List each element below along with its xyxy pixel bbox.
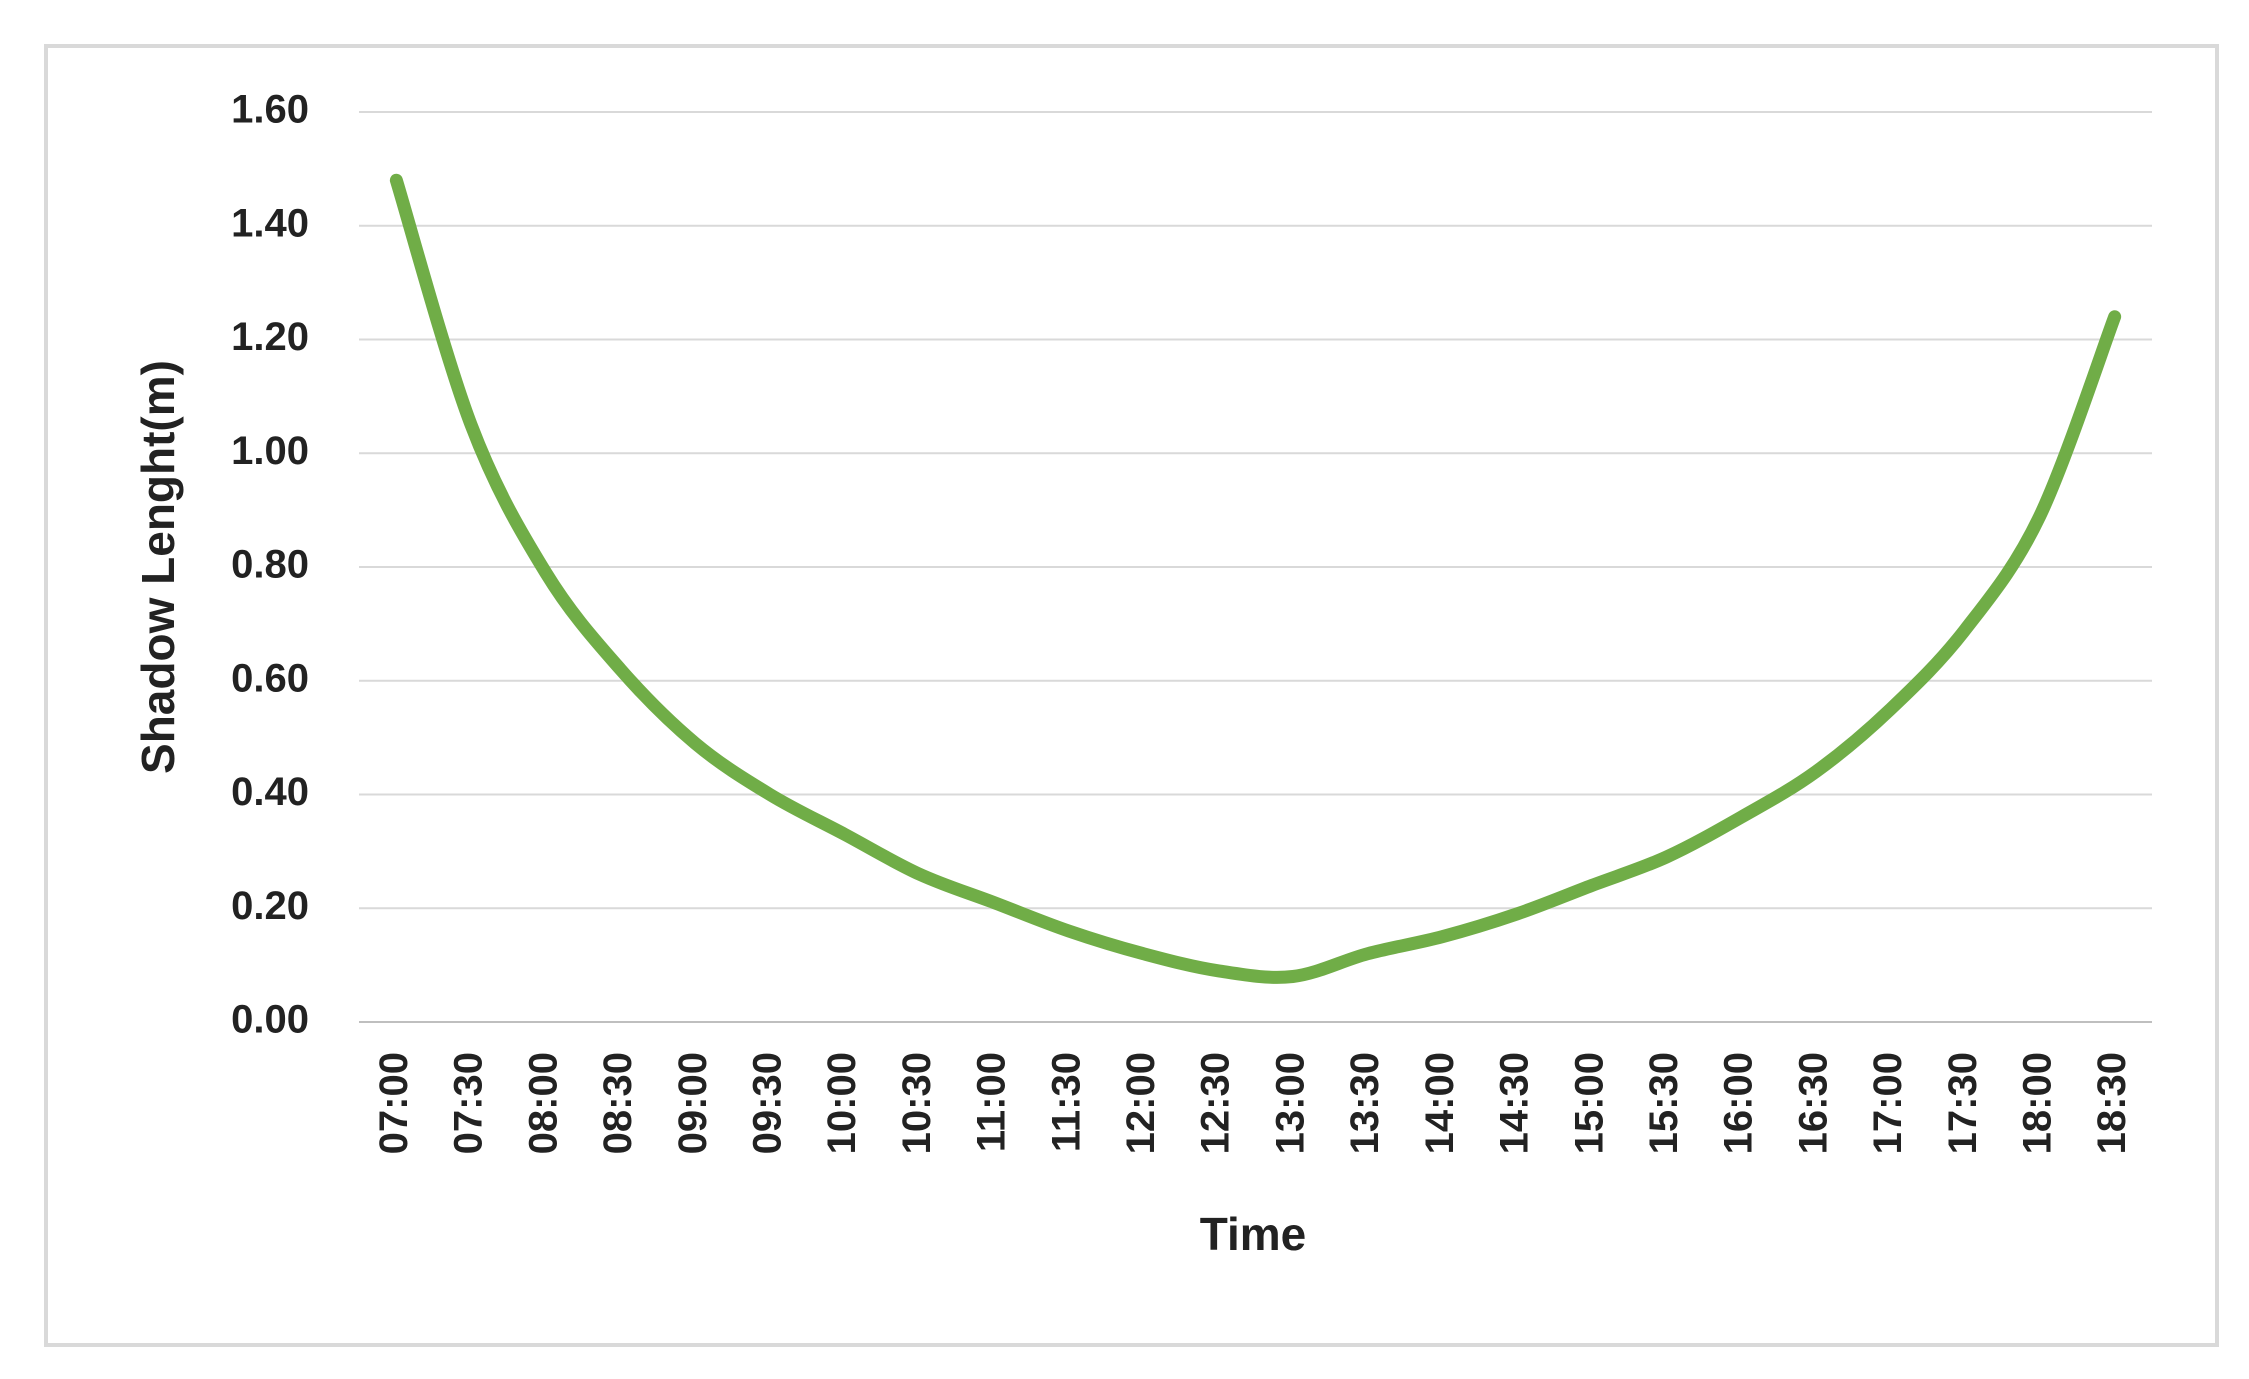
x-tick-label: 08:00 [521,1052,565,1154]
y-tick-label: 1.40 [231,201,309,245]
x-tick-label: 15:00 [1567,1052,1611,1154]
x-tick-label: 11:00 [970,1052,1014,1152]
y-tick-label: 0.40 [231,770,309,814]
y-tick-label: 0.00 [231,998,309,1042]
x-tick-label: 07:00 [372,1052,416,1154]
x-tick-label: 12:00 [1119,1052,1163,1154]
x-tick-label: 11:30 [1044,1052,1088,1152]
y-tick-label: 0.60 [231,656,309,700]
x-tick-label: 13:30 [1343,1052,1387,1154]
y-tick-label: 1.20 [231,315,309,359]
y-tick-label: 1.00 [231,429,309,473]
y-tick-label: 0.80 [231,543,309,587]
x-tick-label: 09:30 [745,1052,789,1154]
x-tick-label: 13:00 [1268,1052,1312,1154]
chart-frame [44,44,2219,1347]
y-tick-label: 0.20 [231,884,309,928]
x-tick-label: 08:30 [596,1052,640,1154]
x-tick-label: 07:30 [447,1052,491,1154]
x-tick-label: 10:30 [895,1052,939,1154]
x-tick-label: 14:00 [1418,1052,1462,1154]
x-tick-label: 16:30 [1791,1052,1835,1154]
x-axis-title: Time [1200,1208,1307,1260]
x-tick-label: 10:00 [820,1052,864,1154]
y-axis-title: Shadow Lenght(m) [132,360,184,774]
y-tick-label: 1.60 [231,88,309,132]
x-tick-label: 16:00 [1717,1052,1761,1154]
x-tick-label: 18:30 [2090,1052,2134,1154]
data-line [389,173,2122,984]
x-tick-label: 12:30 [1194,1052,1238,1154]
x-tick-label: 09:00 [671,1052,715,1154]
x-tick-label: 17:30 [1941,1052,1985,1154]
x-tick-label: 17:00 [1866,1052,1910,1154]
x-tick-label: 14:30 [1493,1052,1537,1154]
x-tick-label: 18:00 [2016,1052,2060,1154]
x-tick-label: 15:30 [1642,1052,1686,1154]
